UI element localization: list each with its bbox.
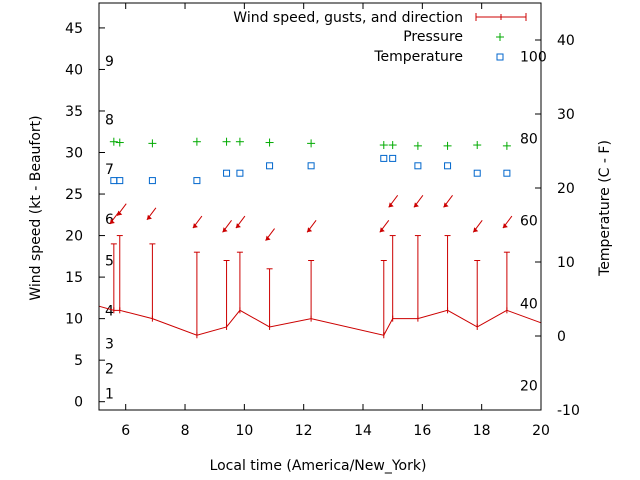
x-tick-label: 10 bbox=[235, 423, 253, 439]
legend: Wind speed, gusts, and direction Pressur… bbox=[233, 10, 527, 65]
temperature-point bbox=[236, 169, 244, 177]
plot-frame bbox=[98, 2, 542, 411]
x-tick-label: 16 bbox=[413, 423, 431, 439]
pressure-point bbox=[109, 137, 118, 146]
wind-direction-arrowhead bbox=[388, 202, 394, 208]
wind-speed-line bbox=[98, 305, 542, 336]
y-tick-label: 35 bbox=[65, 104, 83, 120]
y-tick-label: 10 bbox=[65, 312, 83, 328]
y-tick-label: 30 bbox=[65, 146, 83, 162]
y2-tick-label: 20 bbox=[557, 181, 575, 197]
beaufort-label: 4 bbox=[105, 303, 114, 319]
wind-direction-arrowhead bbox=[146, 214, 152, 220]
y-tick-label: 5 bbox=[74, 353, 83, 369]
beaufort-label: 3 bbox=[105, 337, 114, 353]
pressure-point bbox=[192, 137, 201, 146]
wind-direction-arrowhead bbox=[473, 227, 479, 233]
fahrenheit-label: 100 bbox=[520, 49, 547, 65]
temperature-point bbox=[444, 162, 452, 170]
legend-pressure-label: Pressure bbox=[403, 29, 463, 45]
y-axis-label: Wind speed (kt - Beaufort) bbox=[28, 115, 44, 300]
wind-direction-arrowhead bbox=[222, 227, 228, 233]
x-tick-label: 6 bbox=[121, 423, 130, 439]
series-group bbox=[98, 137, 542, 339]
y2-tick-label: -10 bbox=[557, 403, 580, 419]
beaufort-label: 6 bbox=[105, 212, 114, 228]
pressure-point bbox=[235, 137, 244, 146]
pressure-point bbox=[307, 139, 316, 148]
temperature-point bbox=[503, 169, 511, 177]
legend-temperature-marker bbox=[496, 53, 504, 61]
x-tick-label: 12 bbox=[295, 423, 313, 439]
x-tick-label: 8 bbox=[181, 423, 190, 439]
temperature-point bbox=[389, 154, 397, 162]
temperature-point bbox=[148, 177, 156, 185]
y-tick-label: 15 bbox=[65, 270, 83, 286]
y-tick-label: 0 bbox=[74, 395, 83, 411]
temperature-point bbox=[223, 169, 231, 177]
temperature-point bbox=[473, 169, 481, 177]
pressure-point bbox=[222, 137, 231, 146]
fahrenheit-label: 80 bbox=[520, 131, 538, 147]
x-tick-label: 18 bbox=[473, 423, 491, 439]
pressure-point bbox=[148, 139, 157, 148]
x-axis-label: Local time (America/New_York) bbox=[210, 458, 427, 474]
wind-direction-arrowhead bbox=[443, 202, 449, 208]
y-tick-label: 40 bbox=[65, 62, 83, 78]
wind-direction-arrowhead bbox=[502, 223, 508, 229]
wind-direction-arrowhead bbox=[235, 223, 241, 229]
temperature-point bbox=[116, 177, 124, 185]
beaufort-label: 8 bbox=[105, 112, 114, 128]
y2-tick-label: 10 bbox=[557, 255, 575, 271]
wind-direction-arrowhead bbox=[192, 223, 198, 229]
beaufort-label: 5 bbox=[105, 253, 114, 269]
beaufort-label: 9 bbox=[105, 54, 114, 70]
wind-direction-arrowhead bbox=[307, 227, 313, 233]
x-tick-label: 20 bbox=[532, 423, 550, 439]
legend-pressure-marker bbox=[496, 33, 504, 41]
wind-direction-arrowhead bbox=[413, 202, 419, 208]
fahrenheit-label: 60 bbox=[520, 214, 538, 230]
wind-direction-arrowhead bbox=[109, 218, 115, 224]
pressure-point bbox=[443, 141, 452, 150]
axes-group: 6 8 10 12 14 16 18 20051015202530354045-1001020… bbox=[65, 3, 580, 439]
y-tick-label: 20 bbox=[65, 229, 83, 245]
pressure-point bbox=[265, 138, 274, 147]
wind-direction-arrowhead bbox=[379, 227, 385, 233]
y2-tick-label: 40 bbox=[557, 33, 575, 49]
legend-wind-key bbox=[475, 13, 527, 21]
pressure-point bbox=[115, 138, 124, 147]
y2-tick-label: 30 bbox=[557, 107, 575, 123]
fahrenheit-label: 20 bbox=[520, 379, 538, 395]
legend-temperature-label: Temperature bbox=[373, 49, 463, 65]
beaufort-label: 1 bbox=[105, 386, 114, 402]
pressure-point bbox=[379, 141, 388, 150]
temperature-point bbox=[307, 162, 315, 170]
pressure-point bbox=[473, 141, 482, 150]
beaufort-label: 7 bbox=[105, 162, 114, 178]
x-tick-label: 14 bbox=[354, 423, 372, 439]
pressure-point bbox=[413, 141, 422, 150]
fahrenheit-label: 40 bbox=[520, 296, 538, 312]
legend-wind-label: Wind speed, gusts, and direction bbox=[233, 10, 463, 26]
y-tick-label: 25 bbox=[65, 187, 83, 203]
wind-direction-arrowhead bbox=[265, 235, 271, 241]
wind-direction-arrowhead bbox=[117, 210, 123, 216]
temperature-point bbox=[266, 162, 274, 170]
temperature-point bbox=[380, 154, 388, 162]
pressure-point bbox=[502, 141, 511, 150]
y2-tick-label: 0 bbox=[557, 329, 566, 345]
y2-axis-label: Temperature (C - F) bbox=[597, 140, 613, 277]
beaufort-label: 2 bbox=[105, 361, 114, 377]
y-tick-label: 45 bbox=[65, 21, 83, 37]
temperature-point bbox=[193, 177, 201, 185]
temperature-point bbox=[414, 162, 422, 170]
pressure-point bbox=[388, 141, 397, 150]
